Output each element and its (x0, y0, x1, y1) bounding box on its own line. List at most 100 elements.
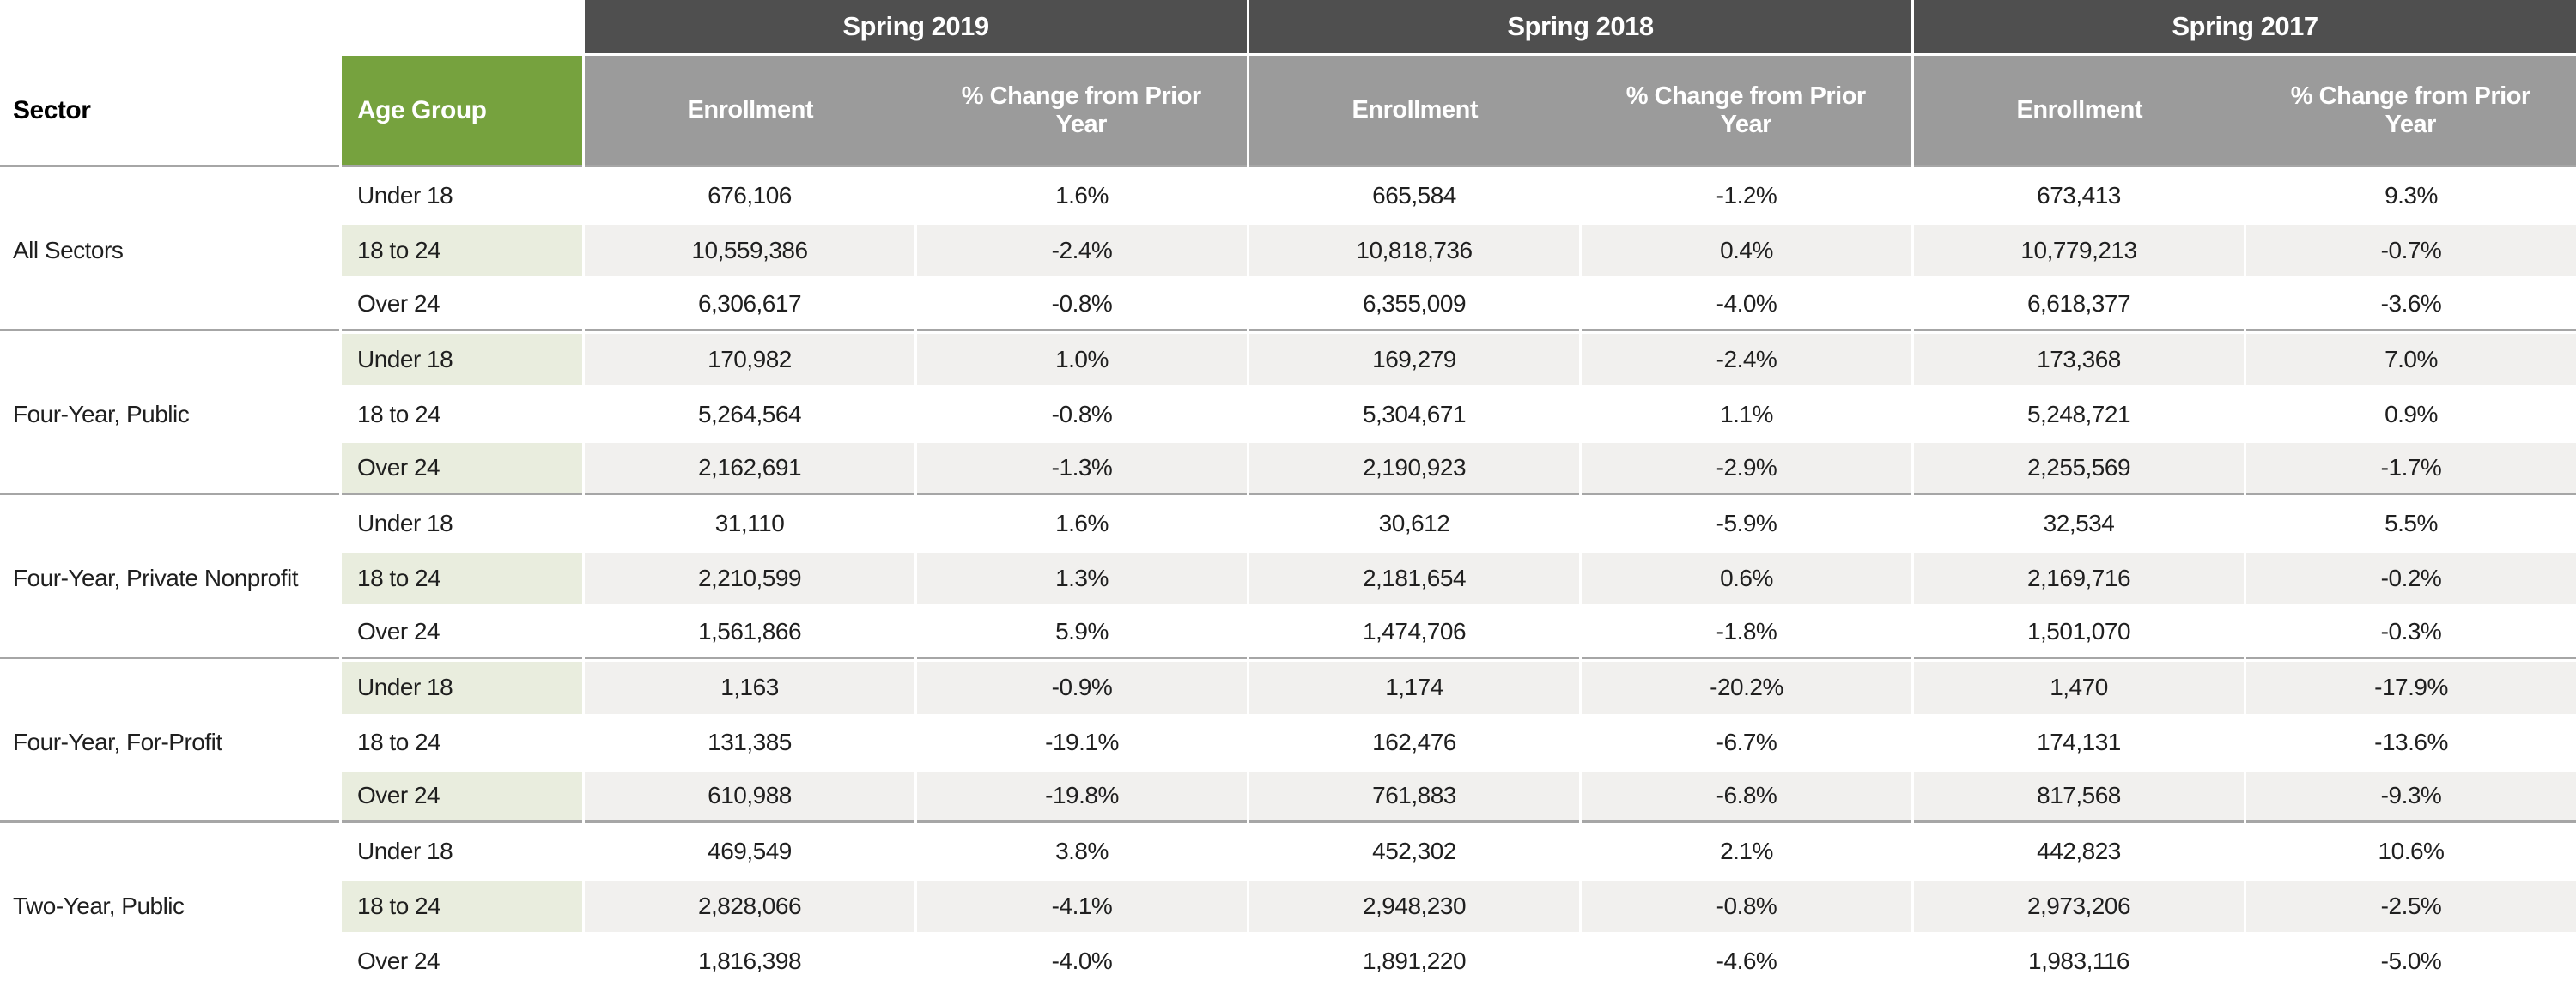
table-row: Under 18 469,549 3.8% 452,302 2.1% 442,8… (0, 826, 2576, 877)
year-header-spring-2017: Spring 2017 (1914, 0, 2576, 53)
change-2017-cell: -17.9% (2246, 662, 2576, 713)
table-row: Under 18 170,982 1.0% 169,279 -2.4% 173,… (0, 334, 2576, 385)
change-2019-cell: -4.0% (917, 936, 1247, 987)
change-2018-cell: 0.6% (1582, 553, 1911, 604)
change-2019-cell: -0.8% (917, 389, 1247, 440)
change-2018-cell: -1.2% (1582, 170, 1911, 221)
change-header-label: % Change from Prior Year (1617, 82, 1874, 138)
table-row: Under 18 1,163 -0.9% 1,174 -20.2% 1,470 … (0, 662, 2576, 713)
table-row: Four-Year, Private Nonprofit 18 to 24 2,… (0, 553, 2576, 604)
enrollment-2017-cell: 1,470 (1914, 662, 2244, 713)
subheaders-spring-2017: Enrollment % Change from Prior Year (1914, 56, 2576, 167)
sector-cell (0, 279, 339, 330)
enrollment-2019-cell: 5,264,564 (585, 389, 914, 440)
age-cell: Under 18 (342, 826, 582, 877)
year-header-spring-2018: Spring 2018 (1249, 0, 1911, 53)
enrollment-2018-cell: 452,302 (1249, 826, 1579, 877)
enrollment-2018-cell: 5,304,671 (1249, 389, 1579, 440)
enrollment-2019-cell: 2,828,066 (585, 881, 914, 932)
change-2017-cell: -0.3% (2246, 608, 2576, 659)
table-row: Under 18 676,106 1.6% 665,584 -1.2% 673,… (0, 170, 2576, 221)
change-2018-cell: -1.8% (1582, 608, 1911, 659)
change-2018-cell: -4.6% (1582, 936, 1911, 987)
change-2018-cell: -4.0% (1582, 279, 1911, 330)
sector-cell: All Sectors (0, 225, 339, 276)
enrollment-2018-cell: 2,190,923 (1249, 443, 1579, 494)
change-2018-cell: 0.4% (1582, 225, 1911, 276)
enrollment-2019-cell: 10,559,386 (585, 225, 914, 276)
age-cell: 18 to 24 (342, 225, 582, 276)
enrollment-2019-cell: 6,306,617 (585, 279, 914, 330)
sector-cell (0, 826, 339, 877)
age-cell: Over 24 (342, 279, 582, 330)
age-cell: Over 24 (342, 443, 582, 494)
enrollment-2017-cell: 442,823 (1914, 826, 2244, 877)
age-cell: Over 24 (342, 772, 582, 823)
sector-column-header: Sector (0, 56, 339, 167)
age-cell: Under 18 (342, 170, 582, 221)
enrollment-2018-cell: 162,476 (1249, 717, 1579, 768)
enrollment-2017-cell: 174,131 (1914, 717, 2244, 768)
change-header-2018: % Change from Prior Year (1581, 56, 1912, 165)
enrollment-2018-cell: 10,818,736 (1249, 225, 1579, 276)
change-2017-cell: 0.9% (2246, 389, 2576, 440)
change-2018-cell: 1.1% (1582, 389, 1911, 440)
change-2019-cell: -19.1% (917, 717, 1247, 768)
enrollment-header-label: Enrollment (1352, 96, 1478, 124)
enrollment-2018-cell: 665,584 (1249, 170, 1579, 221)
enrollment-header-2017: Enrollment (1914, 56, 2245, 165)
change-2019-cell: -2.4% (917, 225, 1247, 276)
table-row: Four-Year, For-Profit 18 to 24 131,385 -… (0, 717, 2576, 768)
table-row: Two-Year, Public 18 to 24 2,828,066 -4.1… (0, 881, 2576, 932)
age-cell: Under 18 (342, 498, 582, 549)
change-2018-cell: -2.9% (1582, 443, 1911, 494)
enrollment-2017-cell: 1,501,070 (1914, 608, 2244, 659)
enrollment-2017-cell: 2,169,716 (1914, 553, 2244, 604)
year-header-spacer (0, 0, 582, 53)
change-2019-cell: 3.8% (917, 826, 1247, 877)
enrollment-header-2019: Enrollment (585, 56, 916, 165)
enrollment-header-2018: Enrollment (1249, 56, 1581, 165)
age-cell: Under 18 (342, 662, 582, 713)
enrollment-2019-cell: 1,163 (585, 662, 914, 713)
sector-cell: Four-Year, For-Profit (0, 717, 339, 768)
change-2019-cell: -0.8% (917, 279, 1247, 330)
enrollment-2018-cell: 169,279 (1249, 334, 1579, 385)
change-header-2019: % Change from Prior Year (916, 56, 1248, 165)
table-row: Over 24 610,988 -19.8% 761,883 -6.8% 817… (0, 772, 2576, 823)
sector-cell (0, 498, 339, 549)
enrollment-2019-cell: 676,106 (585, 170, 914, 221)
enrollment-2019-cell: 1,816,398 (585, 936, 914, 987)
enrollment-2017-cell: 817,568 (1914, 772, 2244, 823)
sector-cell (0, 443, 339, 494)
change-2019-cell: 1.0% (917, 334, 1247, 385)
change-2017-cell: -9.3% (2246, 772, 2576, 823)
change-2018-cell: -2.4% (1582, 334, 1911, 385)
change-2018-cell: -6.8% (1582, 772, 1911, 823)
age-cell: 18 to 24 (342, 717, 582, 768)
age-group-column-header: Age Group (342, 56, 582, 167)
change-2017-cell: -0.7% (2246, 225, 2576, 276)
table-row: All Sectors 18 to 24 10,559,386 -2.4% 10… (0, 225, 2576, 276)
sector-cell (0, 936, 339, 987)
change-2018-cell: -0.8% (1582, 881, 1911, 932)
age-cell: 18 to 24 (342, 553, 582, 604)
sector-cell (0, 772, 339, 823)
change-2017-cell: -1.7% (2246, 443, 2576, 494)
change-2017-cell: -3.6% (2246, 279, 2576, 330)
change-2019-cell: 5.9% (917, 608, 1247, 659)
enrollment-2019-cell: 2,162,691 (585, 443, 914, 494)
enrollment-2017-cell: 6,618,377 (1914, 279, 2244, 330)
table-row: Over 24 1,816,398 -4.0% 1,891,220 -4.6% … (0, 936, 2576, 987)
table-row: Over 24 6,306,617 -0.8% 6,355,009 -4.0% … (0, 279, 2576, 330)
change-2019-cell: 1.6% (917, 170, 1247, 221)
change-2018-cell: -6.7% (1582, 717, 1911, 768)
enrollment-2019-cell: 170,982 (585, 334, 914, 385)
change-2017-cell: -2.5% (2246, 881, 2576, 932)
enrollment-2019-cell: 131,385 (585, 717, 914, 768)
table-row: Over 24 2,162,691 -1.3% 2,190,923 -2.9% … (0, 443, 2576, 494)
enrollment-2018-cell: 761,883 (1249, 772, 1579, 823)
enrollment-2018-cell: 1,174 (1249, 662, 1579, 713)
table-row: Over 24 1,561,866 5.9% 1,474,706 -1.8% 1… (0, 608, 2576, 659)
